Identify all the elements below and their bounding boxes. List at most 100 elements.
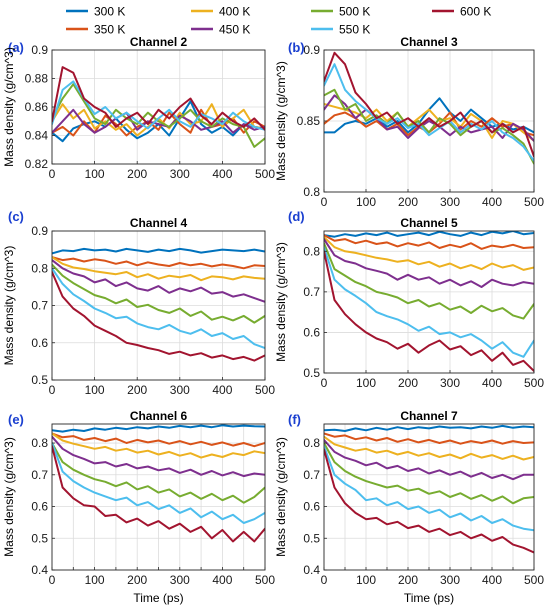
x-tick-label: 0 [49, 167, 56, 181]
y-tick-label: 0.86 [25, 100, 49, 114]
y-tick-label: 0.88 [25, 72, 49, 86]
y-tick-label: 0.4 [31, 563, 48, 577]
x-tick-label: 300 [440, 376, 460, 390]
series-line [52, 263, 265, 324]
series-line [324, 238, 534, 288]
chart-title: Channel 6 [130, 409, 188, 423]
y-tick-label: 0.8 [303, 185, 320, 199]
x-tick-label: 400 [212, 167, 232, 181]
chart-panel: 0 100 200 300 400 500 0.8 0.85 0.9 Channel 3 (b)Ma… [274, 35, 544, 209]
series-line [52, 256, 265, 270]
series-line [52, 432, 265, 459]
x-tick-label: 200 [398, 573, 418, 587]
series-line [324, 250, 534, 372]
panel-label: (d) [288, 209, 305, 224]
chart-panel: 0 100 200 300 400 500 0.5 0.6 0.7 0.8 0.9 Channel 4… [2, 209, 275, 397]
y-tick-label: 0.5 [303, 531, 320, 545]
series-line [324, 424, 534, 432]
series-line [52, 442, 265, 524]
x-tick-label: 300 [170, 573, 190, 587]
legend-label: 350 K [94, 23, 125, 37]
panel-label: (a) [8, 40, 24, 55]
y-tick-label: 0.8 [31, 436, 48, 450]
legend-label: 450 K [219, 23, 250, 37]
series-line [324, 63, 534, 162]
series-line [52, 271, 265, 362]
x-tick-label: 100 [356, 376, 376, 390]
y-tick-label: 0.84 [25, 129, 49, 143]
legend-label: 300 K [94, 5, 125, 19]
series-group [52, 424, 265, 543]
x-tick-label: 500 [524, 573, 544, 587]
panel-label: (b) [288, 40, 305, 55]
x-tick-label: 200 [127, 573, 147, 587]
x-tick-label: 400 [212, 383, 232, 397]
legend-entry: 350 K [66, 23, 125, 37]
y-tick-label: 0.7 [303, 285, 320, 299]
legend-label: 550 K [339, 23, 370, 37]
y-axis-label: Mass density (g/cm^3) [2, 246, 16, 366]
series-line [52, 259, 265, 303]
chart-panel: 0 100 200 300 400 500 0.5 0.6 0.7 0.8 Channel 5 (d)… [274, 209, 544, 390]
legend-entry: 550 K [311, 23, 370, 37]
x-tick-label: 0 [321, 195, 328, 209]
panel-label: (c) [8, 209, 24, 224]
x-tick-label: 100 [85, 167, 105, 181]
x-tick-label: 300 [440, 573, 460, 587]
legend-entry: 450 K [191, 23, 250, 37]
y-tick-label: 0.85 [297, 114, 321, 128]
series-line [324, 231, 534, 238]
series-line [52, 435, 265, 478]
series-group [324, 51, 534, 165]
x-tick-label: 400 [482, 195, 502, 209]
x-tick-label: 100 [85, 383, 105, 397]
y-axis-label: Mass density (g/cm^3) [2, 47, 16, 167]
y-tick-label: 0.6 [31, 336, 48, 350]
y-axis-label: Mass density (g/cm^3) [274, 61, 288, 181]
y-tick-label: 0.9 [31, 43, 48, 57]
series-line [324, 51, 534, 158]
x-tick-label: 300 [440, 195, 460, 209]
x-tick-label: 200 [398, 195, 418, 209]
series-line [52, 66, 265, 131]
x-tick-label: 0 [321, 573, 328, 587]
series-line [324, 445, 534, 532]
series-line [324, 94, 534, 142]
x-axis-label: Time (ps) [404, 591, 454, 605]
x-tick-label: 0 [321, 376, 328, 390]
legend-label: 400 K [219, 5, 250, 19]
y-tick-label: 0.6 [31, 500, 48, 514]
x-tick-label: 200 [127, 383, 147, 397]
y-tick-label: 0.7 [303, 468, 320, 482]
y-tick-label: 0.7 [31, 468, 48, 482]
x-tick-label: 100 [356, 195, 376, 209]
panel-label: (f) [288, 412, 301, 427]
series-group [52, 66, 265, 148]
x-tick-label: 100 [85, 573, 105, 587]
series-group [324, 231, 534, 372]
x-tick-label: 500 [255, 167, 275, 181]
x-tick-label: 500 [255, 573, 275, 587]
x-tick-label: 200 [127, 167, 147, 181]
chart-title: Channel 2 [130, 35, 188, 49]
series-line [324, 242, 534, 320]
x-tick-label: 500 [255, 383, 275, 397]
legend-entry: 300 K [66, 5, 125, 19]
x-tick-label: 100 [356, 573, 376, 587]
series-line [324, 442, 534, 505]
legend: 300 K 400 K 500 K 600 K 350 K 450 K 550 K [66, 5, 491, 37]
x-tick-label: 400 [482, 376, 502, 390]
chart-panel: 0 100 200 300 400 500 0.4 0.5 0.6 0.7 0.8 Channel 7… [274, 409, 544, 605]
y-tick-label: 0.9 [31, 224, 48, 238]
series-group [52, 247, 265, 362]
panel-label: (e) [8, 412, 24, 427]
series-line [324, 234, 534, 250]
series-line [52, 424, 265, 433]
series-line [52, 445, 265, 543]
chart-title: Channel 4 [130, 216, 188, 230]
series-group [324, 424, 534, 554]
series-line [52, 83, 265, 148]
series-line [52, 80, 265, 131]
y-tick-label: 0.8 [303, 244, 320, 258]
